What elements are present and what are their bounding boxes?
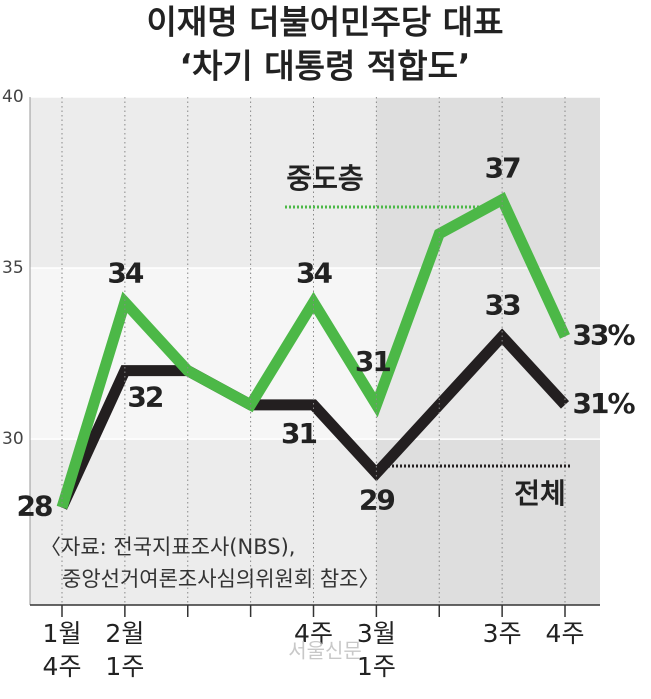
plot-background bbox=[30, 96, 600, 605]
data-label: 33% bbox=[572, 318, 635, 351]
legend-label: 중도층 bbox=[286, 162, 363, 195]
watermark: 서울신문 bbox=[288, 639, 362, 663]
data-label: 34 bbox=[296, 256, 332, 289]
plot bbox=[56, 191, 570, 510]
x-tick-label: 3월 1주 bbox=[357, 619, 396, 681]
y-tick-label: 30 bbox=[2, 429, 24, 449]
data-label: 33 bbox=[485, 288, 520, 321]
x-tick-label: 4주 bbox=[294, 619, 333, 648]
source: 중앙선거여론조사심의위원회 참조〉 bbox=[62, 567, 379, 591]
data-label: 29 bbox=[359, 483, 394, 516]
line bbox=[56, 191, 570, 510]
data-label: 31% bbox=[572, 387, 635, 420]
data-label: 37 bbox=[485, 152, 520, 185]
y-tick-label: 35 bbox=[2, 258, 24, 278]
x-tick-label: 1월 4주 bbox=[43, 619, 82, 681]
data-label: 31 bbox=[281, 417, 316, 450]
chart-title: 이재명 더불어민주당 대표 bbox=[147, 3, 504, 42]
chart-subtitle: ‘차기 대통령 적합도’ bbox=[180, 47, 471, 86]
line bbox=[57, 328, 570, 510]
legend-label: 전체 bbox=[514, 477, 566, 510]
data-label: 34 bbox=[107, 256, 143, 289]
data-label: 31 bbox=[355, 345, 390, 378]
x-tick-label: 2월 1주 bbox=[105, 619, 144, 681]
data-label: 32 bbox=[127, 381, 162, 414]
x-tick-label: 4주 bbox=[546, 619, 585, 648]
x-tick-label: 3주 bbox=[483, 619, 522, 648]
source: 〈자료: 전국지표조사(NBS), bbox=[40, 535, 295, 559]
data-label: 28 bbox=[17, 490, 52, 523]
y-tick-label: 40 bbox=[2, 87, 24, 107]
